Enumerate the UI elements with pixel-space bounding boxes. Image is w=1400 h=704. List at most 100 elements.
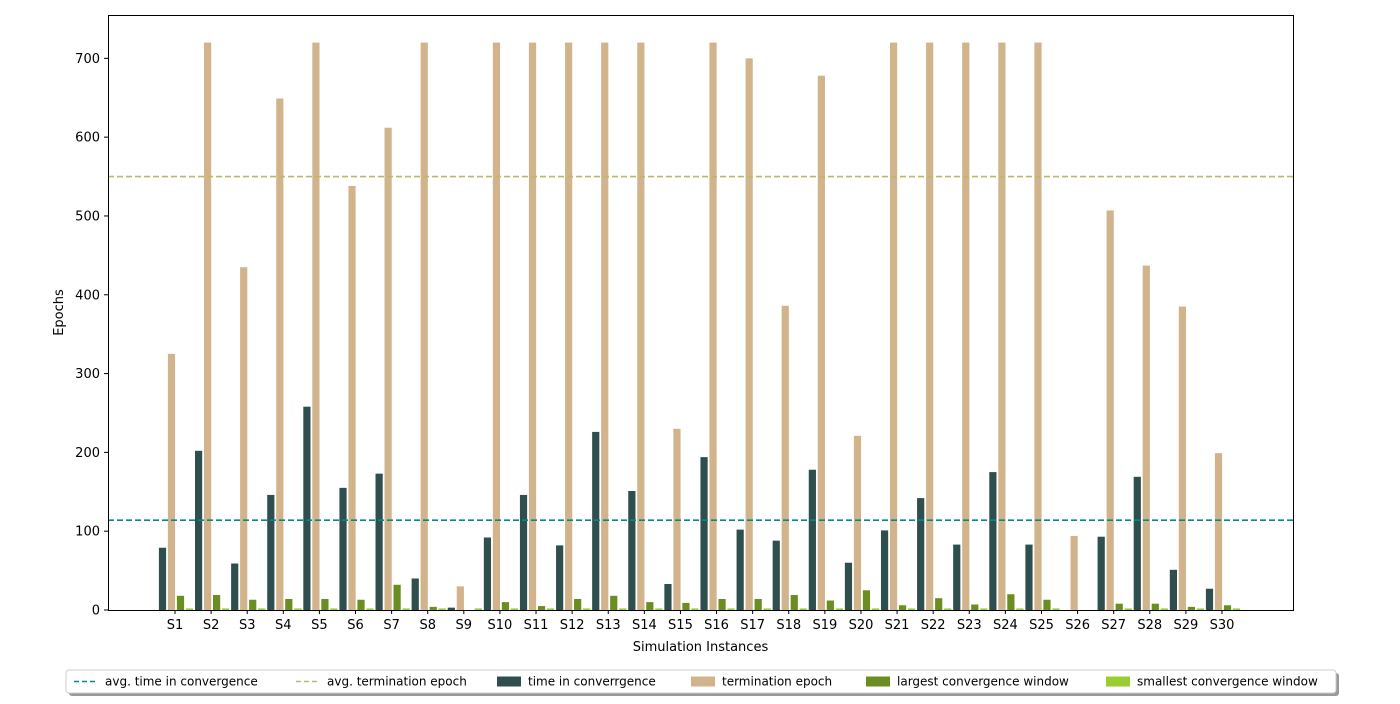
bar-time-in-converrgence-s12 [556, 545, 564, 610]
legend-swatch-largest-convergence-window [866, 676, 890, 687]
bar-smallest-convergence-window-s20 [871, 608, 880, 610]
bar-smallest-convergence-window-s17 [763, 608, 771, 610]
bar-termination-epoch-s10 [492, 42, 501, 610]
bar-time-in-converrgence-s24 [989, 472, 997, 610]
bar-termination-epoch-s20 [853, 435, 862, 610]
y-tick-label: 700 [75, 52, 100, 67]
bar-termination-epoch-s3 [240, 267, 248, 610]
bar-time-in-converrgence-s28 [1133, 476, 1141, 610]
x-tick-label: S10 [488, 618, 513, 633]
bar-largest-convergence-window-s19 [826, 600, 834, 610]
bar-termination-epoch-s25 [1034, 42, 1042, 610]
bar-smallest-convergence-window-s11 [546, 608, 555, 610]
bar-termination-epoch-s5 [312, 42, 320, 610]
bar-time-in-converrgence-s21 [880, 530, 889, 610]
x-tick-label: S23 [957, 618, 982, 633]
x-tick-label: S14 [632, 618, 657, 633]
bar-largest-convergence-window-s2 [213, 595, 221, 610]
bar-smallest-convergence-window-s27 [1124, 608, 1132, 610]
bar-largest-convergence-window-s3 [249, 599, 257, 610]
y-axis: 0 100 200 300 400 500 600 700 [75, 52, 108, 619]
bar-largest-convergence-window-s20 [862, 590, 871, 610]
bar-termination-epoch-s24 [998, 42, 1006, 610]
x-tick-label: S27 [1101, 618, 1126, 633]
y-tick-label: 200 [75, 446, 100, 461]
bar-time-in-converrgence-s3 [231, 563, 239, 610]
bar-termination-epoch-s22 [926, 42, 934, 610]
bar-largest-convergence-window-s11 [537, 606, 546, 610]
bar-termination-epoch-s4 [276, 98, 284, 610]
bar-time-in-converrgence-s30 [1205, 588, 1214, 610]
bar-largest-convergence-window-s13 [610, 595, 618, 610]
bar-smallest-convergence-window-s19 [835, 608, 843, 610]
bar-smallest-convergence-window-s14 [655, 608, 663, 610]
x-tick-label: S19 [812, 618, 837, 633]
bar-termination-epoch-s29 [1178, 306, 1186, 610]
x-tick-label: S24 [993, 618, 1018, 633]
bar-largest-convergence-window-s7 [393, 584, 401, 610]
bar-time-in-converrgence-s17 [736, 529, 744, 610]
bar-smallest-convergence-window-s30 [1232, 608, 1241, 610]
bar-smallest-convergence-window-s4 [294, 608, 302, 610]
bar-time-in-converrgence-s29 [1169, 569, 1177, 610]
bar-time-in-converrgence-s22 [917, 498, 925, 610]
bar-termination-epoch-s9 [456, 586, 464, 610]
bar-smallest-convergence-window-s29 [1196, 608, 1204, 610]
bar-largest-convergence-window-s1 [176, 595, 185, 610]
y-tick-label: 400 [75, 288, 100, 303]
bar-smallest-convergence-window-s7 [402, 608, 410, 610]
bar-smallest-convergence-window-s21 [907, 608, 916, 610]
x-axis: S1 S2 S3 S4 S5 S6 S7 S8 S9 S10 S11 S12 S13 S14 S15 S16 S… [167, 610, 1234, 633]
legend-label-avg-termination-epoch: avg. termination epoch [327, 675, 467, 689]
bar-termination-epoch-s23 [962, 42, 970, 610]
bar-time-in-converrgence-s1 [158, 547, 167, 610]
bar-time-in-converrgence-s19 [808, 469, 816, 610]
bar-termination-epoch-s14 [637, 42, 645, 610]
legend-label-time-in-converrgence: time in converrgence [528, 675, 656, 689]
y-tick-label: 100 [75, 525, 100, 540]
bar-time-in-converrgence-s15 [664, 583, 672, 610]
bar-smallest-convergence-window-s12 [583, 608, 591, 610]
x-tick-label: S9 [456, 618, 473, 633]
bar-largest-convergence-window-s28 [1151, 603, 1159, 610]
bar-smallest-convergence-window-s13 [619, 608, 627, 610]
bar-smallest-convergence-window-s6 [366, 608, 374, 610]
legend-label-termination-epoch: termination epoch [722, 675, 832, 689]
bar-time-in-converrgence-s10 [483, 537, 492, 610]
bar-largest-convergence-window-s23 [971, 604, 979, 610]
bar-termination-epoch-s8 [420, 42, 428, 610]
x-tick-label: S6 [347, 618, 364, 633]
bar-termination-epoch-s27 [1106, 210, 1114, 610]
x-tick-label: S13 [596, 618, 621, 633]
y-tick-label: 0 [92, 604, 100, 619]
y-axis-label: Epochs [52, 289, 67, 336]
x-tick-label: S28 [1137, 618, 1162, 633]
x-tick-label: S22 [921, 618, 946, 633]
bar-largest-convergence-window-s18 [790, 595, 798, 610]
bar-termination-epoch-s26 [1070, 535, 1078, 610]
y-tick-label: 500 [75, 209, 100, 224]
bar-time-in-converrgence-s5 [303, 406, 311, 610]
bar-time-in-converrgence-s23 [953, 544, 961, 610]
x-tick-label: S21 [885, 618, 910, 633]
bar-largest-convergence-window-s8 [429, 606, 437, 610]
x-tick-label: S7 [383, 618, 400, 633]
bar-smallest-convergence-window-s24 [1016, 608, 1024, 610]
x-tick-label: S25 [1029, 618, 1054, 633]
bar-largest-convergence-window-s25 [1043, 599, 1051, 610]
bar-time-in-converrgence-s6 [339, 487, 347, 610]
bar-smallest-convergence-window-s23 [980, 608, 988, 610]
x-tick-label: S8 [419, 618, 436, 633]
bar-termination-epoch-s13 [601, 42, 609, 610]
x-tick-label: S5 [311, 618, 328, 633]
bar-termination-epoch-s19 [817, 75, 825, 611]
bar-termination-epoch-s7 [384, 127, 392, 610]
x-tick-label: S1 [167, 618, 184, 633]
bar-time-in-converrgence-s18 [772, 540, 780, 610]
legend-swatch-smallest-convergence-window [1106, 676, 1130, 687]
bar-largest-convergence-window-s14 [646, 602, 654, 610]
bar-largest-convergence-window-s16 [718, 598, 726, 610]
bar-termination-epoch-s28 [1142, 265, 1150, 610]
bar-time-in-converrgence-s16 [700, 457, 708, 610]
bar-smallest-convergence-window-s1 [185, 608, 194, 610]
